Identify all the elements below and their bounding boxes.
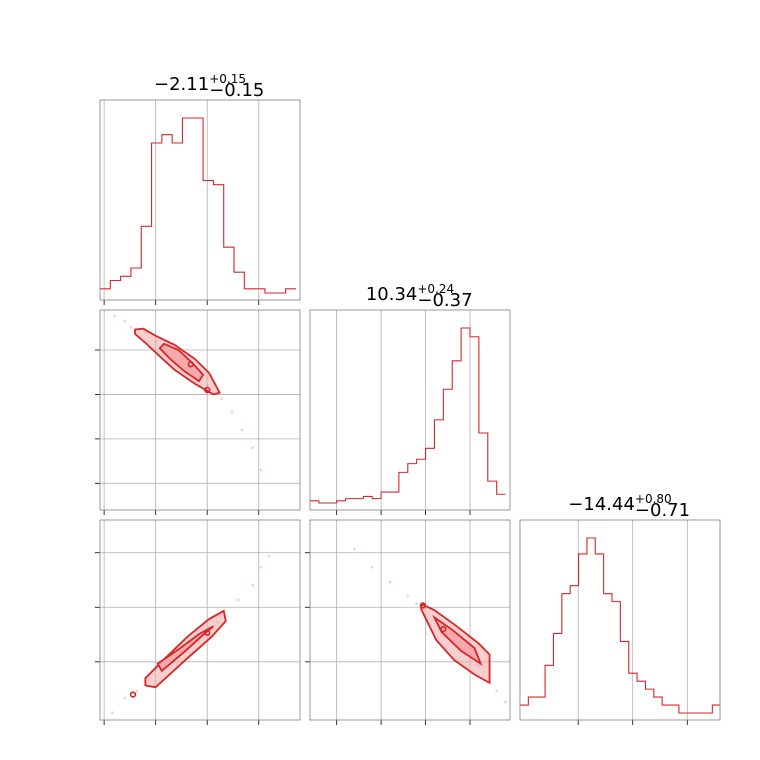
sample-point-p2-p3-4 [415, 602, 419, 606]
sample-point-p1-p2-13 [259, 468, 263, 472]
histogram-steps-p3 [520, 537, 720, 714]
panel-frame-p2-p3 [309, 519, 511, 721]
sample-point-p1-p2-12 [251, 446, 254, 450]
sample-point-p1-p3-9 [259, 565, 263, 569]
title-upper-p1: +0.15 [209, 72, 246, 86]
panel-frame-p2 [309, 309, 511, 511]
sample-point-p1-p2-9 [220, 397, 224, 401]
panel-title-p1: −2.11+0.15 [154, 72, 246, 95]
sample-point-p2-p3-2 [388, 580, 392, 584]
panel-frame-p1-p2 [99, 309, 301, 511]
panel-frame-p3 [519, 519, 721, 721]
title-value-p3: −14.44 [568, 494, 635, 515]
title-lower-p1: −0.15 [209, 80, 264, 101]
sample-point-p1-p2-2 [129, 325, 133, 329]
panel-frame-p1-p3 [99, 519, 301, 721]
title-value-p1: −2.11 [154, 74, 209, 95]
title-lower-p3: −0.71 [635, 500, 690, 521]
contour-panel-p1-p3 [95, 519, 301, 725]
histogram-panel-p2: 10.34+0.24−0.37 [309, 282, 511, 515]
sample-point-p2-p3-8 [495, 689, 499, 693]
histogram-steps-p1 [100, 117, 296, 294]
sample-point-p1-p3-7 [236, 598, 240, 602]
panel-title-p3: −14.44+0.80 [568, 492, 671, 515]
histogram-steps-p2 [310, 327, 506, 504]
contour-panel-p2-p3 [305, 519, 511, 725]
contour-inner-p1-p2 [158, 342, 205, 383]
sample-point-p1-p2-10 [230, 410, 234, 414]
title-upper-p3: +0.80 [635, 492, 672, 506]
sample-point-p2-p3-9 [504, 700, 507, 704]
contour-peak-p2-p3-0 [419, 602, 427, 609]
sample-point-p1-p3-1 [123, 696, 127, 700]
sample-point-p1-p3-0 [110, 711, 114, 715]
contour-peak-p1-p2-1 [204, 386, 211, 394]
histogram-panel-p1: −2.11+0.15−0.15 [99, 72, 301, 305]
histogram-panel-p3: −14.44+0.80−0.71 [519, 492, 721, 725]
sample-point-p2-p3-0 [353, 547, 356, 551]
contour-peak-p1-p3-0 [129, 691, 137, 698]
sample-point-p2-p3-3 [406, 594, 410, 598]
title-value-p2: 10.34 [366, 284, 418, 305]
sample-point-p1-p3-2 [135, 689, 139, 693]
contour-peak-p1-p3-1 [204, 629, 211, 636]
contour-panel-p1-p2 [95, 309, 301, 515]
sample-point-p1-p2-0 [113, 314, 116, 318]
title-upper-p2: +0.24 [417, 282, 454, 296]
panel-frame-p1 [99, 99, 301, 301]
sample-point-p1-p2-1 [123, 320, 127, 323]
contour-peak-p1-p2-0 [187, 361, 194, 368]
panel-title-p2: 10.34+0.24 [366, 282, 454, 305]
sample-point-p1-p3-10 [267, 554, 271, 558]
title-lower-p2: −0.37 [417, 290, 472, 311]
sample-point-p1-p3-8 [251, 584, 254, 587]
sample-point-p2-p3-1 [370, 565, 374, 569]
contour-peak-p2-p3-1 [440, 625, 447, 633]
sample-point-p1-p2-11 [240, 428, 244, 432]
